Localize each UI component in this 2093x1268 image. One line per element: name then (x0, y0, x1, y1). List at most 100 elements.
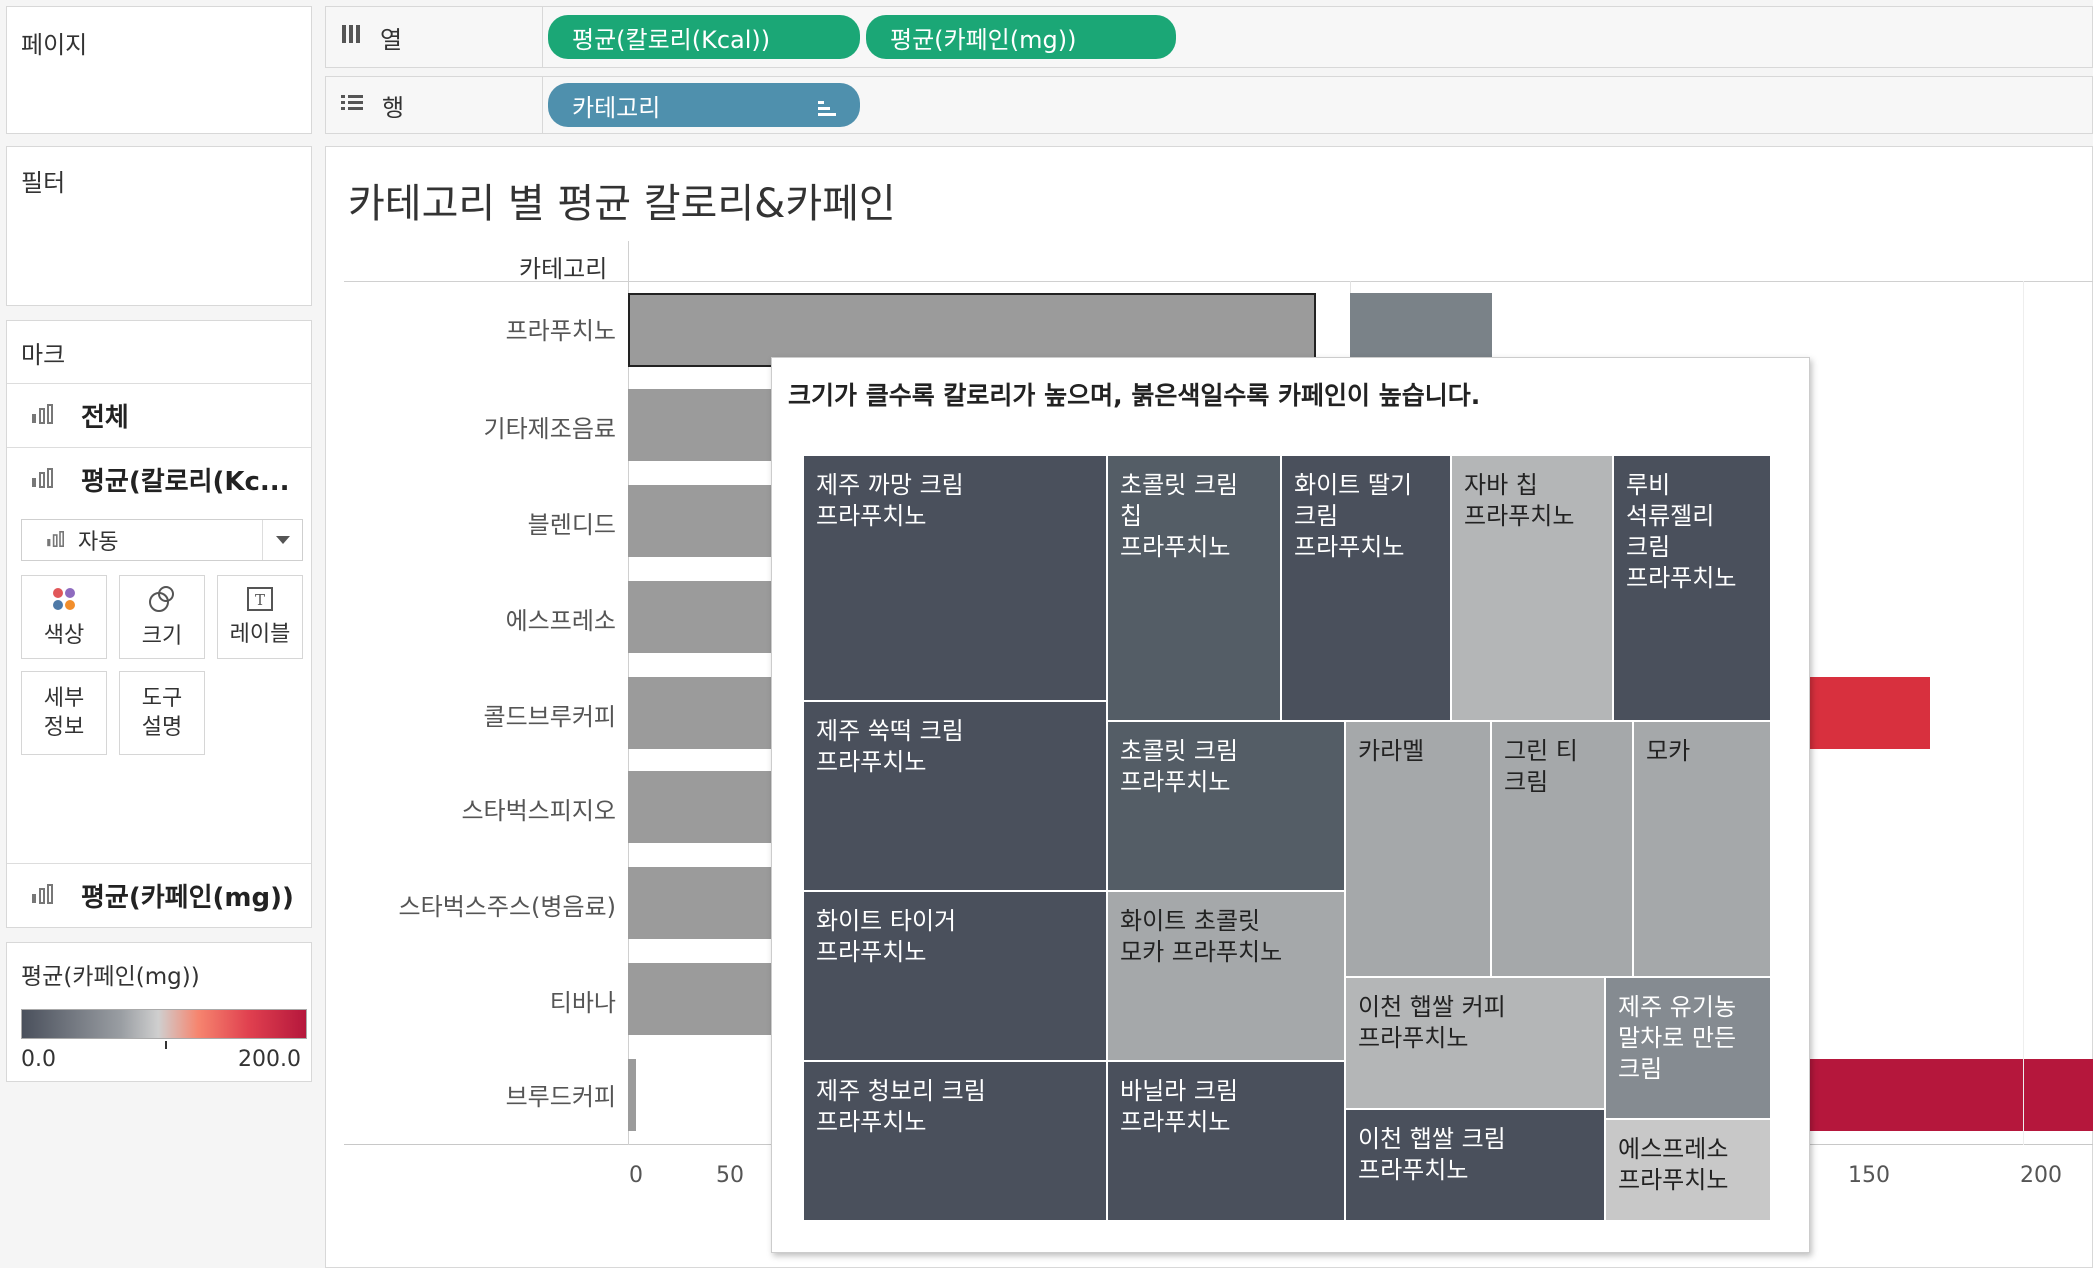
treemap-cell-label: 크림 (1504, 768, 1549, 796)
category-label: 스타벅스주스(병음료) (398, 893, 616, 921)
marks-card-caffeine-label: 평균(카페인(mg)) (81, 883, 294, 913)
treemap-cell-label: 그린 티 (1504, 737, 1578, 765)
columns-shelf-divider (542, 7, 543, 67)
treemap-cell[interactable]: 화이트 초콜릿 모카 프라푸치노 (1106, 890, 1346, 1062)
treemap-cell[interactable]: 제주 유기농 말차로 만든 크림 (1604, 976, 1772, 1120)
svg-text:T: T (255, 591, 265, 609)
category-label: 블렌디드 (527, 511, 616, 539)
treemap-cell-label: 프라푸치노 (1294, 533, 1405, 561)
treemap-cell-label: 프라푸치노 (816, 748, 927, 776)
label-button[interactable]: T 레이블 (217, 575, 303, 659)
x-tick-label: 200 (2020, 1163, 2062, 1188)
mark-type-select[interactable]: 자동 (21, 519, 303, 561)
caffeine-bar[interactable] (1786, 677, 1930, 749)
treemap-cell[interactable]: 초콜릿 크림 프라푸치노 (1106, 720, 1346, 892)
treemap-cell-label: 프라푸치노 (816, 502, 927, 530)
mark-type-value: 자동 (78, 530, 119, 555)
treemap-cell[interactable]: 초콜릿 크림 칩 프라푸치노 (1106, 454, 1282, 722)
detail-button[interactable]: 세부 정보 (21, 671, 107, 755)
treemap-cell[interactable]: 자바 칩 프라푸치노 (1450, 454, 1614, 722)
chevron-down-icon[interactable] (262, 520, 302, 560)
treemap-cell-label: 초콜릿 크림 (1120, 737, 1239, 765)
legend-min: 0.0 (21, 1047, 56, 1072)
treemap-cell[interactable]: 모카 (1632, 720, 1772, 978)
tooltip-button-line2: 설명 (141, 715, 183, 740)
caffeine-bar[interactable] (1786, 1059, 2093, 1131)
category-label: 콜드브루커피 (483, 703, 616, 731)
treemap-cell[interactable]: 제주 까망 크림 프라푸치노 (802, 454, 1108, 702)
filters-panel[interactable]: 필터 (6, 146, 312, 306)
rows-shelf-divider (542, 77, 543, 133)
category-label: 기타제조음료 (483, 415, 616, 443)
treemap-cell[interactable]: 화이트 타이거 프라푸치노 (802, 890, 1108, 1062)
treemap-cell-label: 프라푸치노 (1358, 1024, 1469, 1052)
size-button-label: 크기 (141, 623, 183, 649)
treemap-cell-label: 화이트 타이거 (816, 907, 957, 935)
category-label: 티바나 (549, 989, 616, 1017)
bar-chart-icon (31, 401, 55, 431)
row-pill-category[interactable]: 카테고리 (548, 83, 860, 127)
sort-descending-icon[interactable] (818, 95, 838, 123)
gridline (2023, 281, 2024, 1145)
filters-panel-title: 필터 (21, 169, 66, 197)
treemap-cell-label: 말차로 만든 (1618, 1024, 1737, 1052)
treemap-cell-label: 제주 쑥떡 크림 (816, 717, 964, 745)
treemap-cell[interactable]: 루비 석류젤리 크림 프라푸치노 (1612, 454, 1772, 722)
treemap-cell-label: 프라푸치노 (1626, 564, 1737, 592)
calorie-bar[interactable] (628, 1059, 636, 1131)
bar-chart-icon (46, 528, 66, 553)
marks-card-calorie[interactable]: 평균(칼로리(Kc... (7, 447, 311, 511)
size-button[interactable]: 크기 (119, 575, 205, 659)
treemap-cell[interactable]: 에스프레소 프라푸치노 (1604, 1118, 1772, 1222)
treemap-cell[interactable]: 이천 햅쌀 크림 프라푸치노 (1344, 1108, 1606, 1222)
detail-button-line1: 세부 (43, 686, 85, 711)
pages-panel-title: 페이지 (21, 31, 88, 59)
treemap-cell-label: 이천 햅쌀 커피 (1358, 993, 1506, 1021)
rows-icon (340, 91, 364, 119)
color-button[interactable]: 색상 (21, 575, 107, 659)
treemap-cell[interactable]: 제주 청보리 크림 프라푸치노 (802, 1060, 1108, 1222)
tooltip-title: 크기가 클수록 칼로리가 높으며, 붉은색일수록 카페인이 높습니다. (788, 381, 1481, 410)
tooltip-button[interactable]: 도구 설명 (119, 671, 205, 755)
marks-card-caffeine[interactable]: 평균(카페인(mg)) (7, 863, 311, 927)
column-pill-caffeine[interactable]: 평균(카페인(mg)) (866, 15, 1176, 59)
columns-shelf: 열 평균(칼로리(Kcal)) 평균(카페인(mg)) (325, 6, 2093, 68)
treemap-cell[interactable]: 카라멜 (1344, 720, 1492, 978)
bar-chart-icon (31, 465, 55, 495)
detail-button-line2: 정보 (43, 715, 85, 740)
marks-card-calorie-label: 평균(칼로리(Kc... (81, 467, 290, 497)
treemap-cell-label: 제주 청보리 크림 (816, 1077, 986, 1105)
treemap-cell-label: 프라푸치노 (1120, 1108, 1231, 1136)
treemap-cell-label: 크림 (1618, 1055, 1663, 1083)
treemap-cell-label: 프라푸치노 (1358, 1156, 1469, 1184)
color-legend[interactable]: 평균(카페인(mg)) 0.0 200.0 (6, 942, 312, 1082)
treemap-cell-label: 카라멜 (1358, 737, 1425, 765)
treemap: 제주 까망 크림 프라푸치노 초콜릿 크림 칩 프라푸치노 화이트 딸기 크림 프라푸치노… (802, 454, 1772, 1222)
treemap-cell-label: 자바 칩 (1464, 471, 1538, 499)
category-label: 에스프레소 (505, 607, 616, 635)
label-button-label: 레이블 (229, 621, 291, 647)
treemap-cell-label: 화이트 딸기 (1294, 471, 1413, 499)
caffeine-bar[interactable] (1350, 293, 1492, 365)
rows-shelf-label: 행 (382, 93, 405, 122)
size-icon (147, 584, 177, 622)
x-tick-label: 0 (629, 1163, 643, 1188)
pages-panel[interactable]: 페이지 (6, 6, 312, 134)
treemap-cell-label: 바닐라 크림 (1120, 1077, 1239, 1105)
row-header: 카테고리 (519, 255, 608, 283)
legend-gradient (21, 1009, 307, 1039)
x-tick-label: 150 (1848, 1163, 1890, 1188)
column-pill-calorie[interactable]: 평균(칼로리(Kcal)) (548, 15, 860, 59)
treemap-cell-label: 프라푸치노 (1618, 1166, 1729, 1194)
x-tick-label: 50 (716, 1163, 744, 1188)
marks-card-all[interactable]: 전체 (7, 383, 311, 447)
treemap-cell-label: 크림 (1294, 502, 1339, 530)
marks-panel-title: 마크 (21, 341, 66, 369)
view-title: 카테고리 별 평균 칼로리&카페인 (348, 181, 896, 227)
calorie-bar[interactable] (628, 293, 1316, 367)
